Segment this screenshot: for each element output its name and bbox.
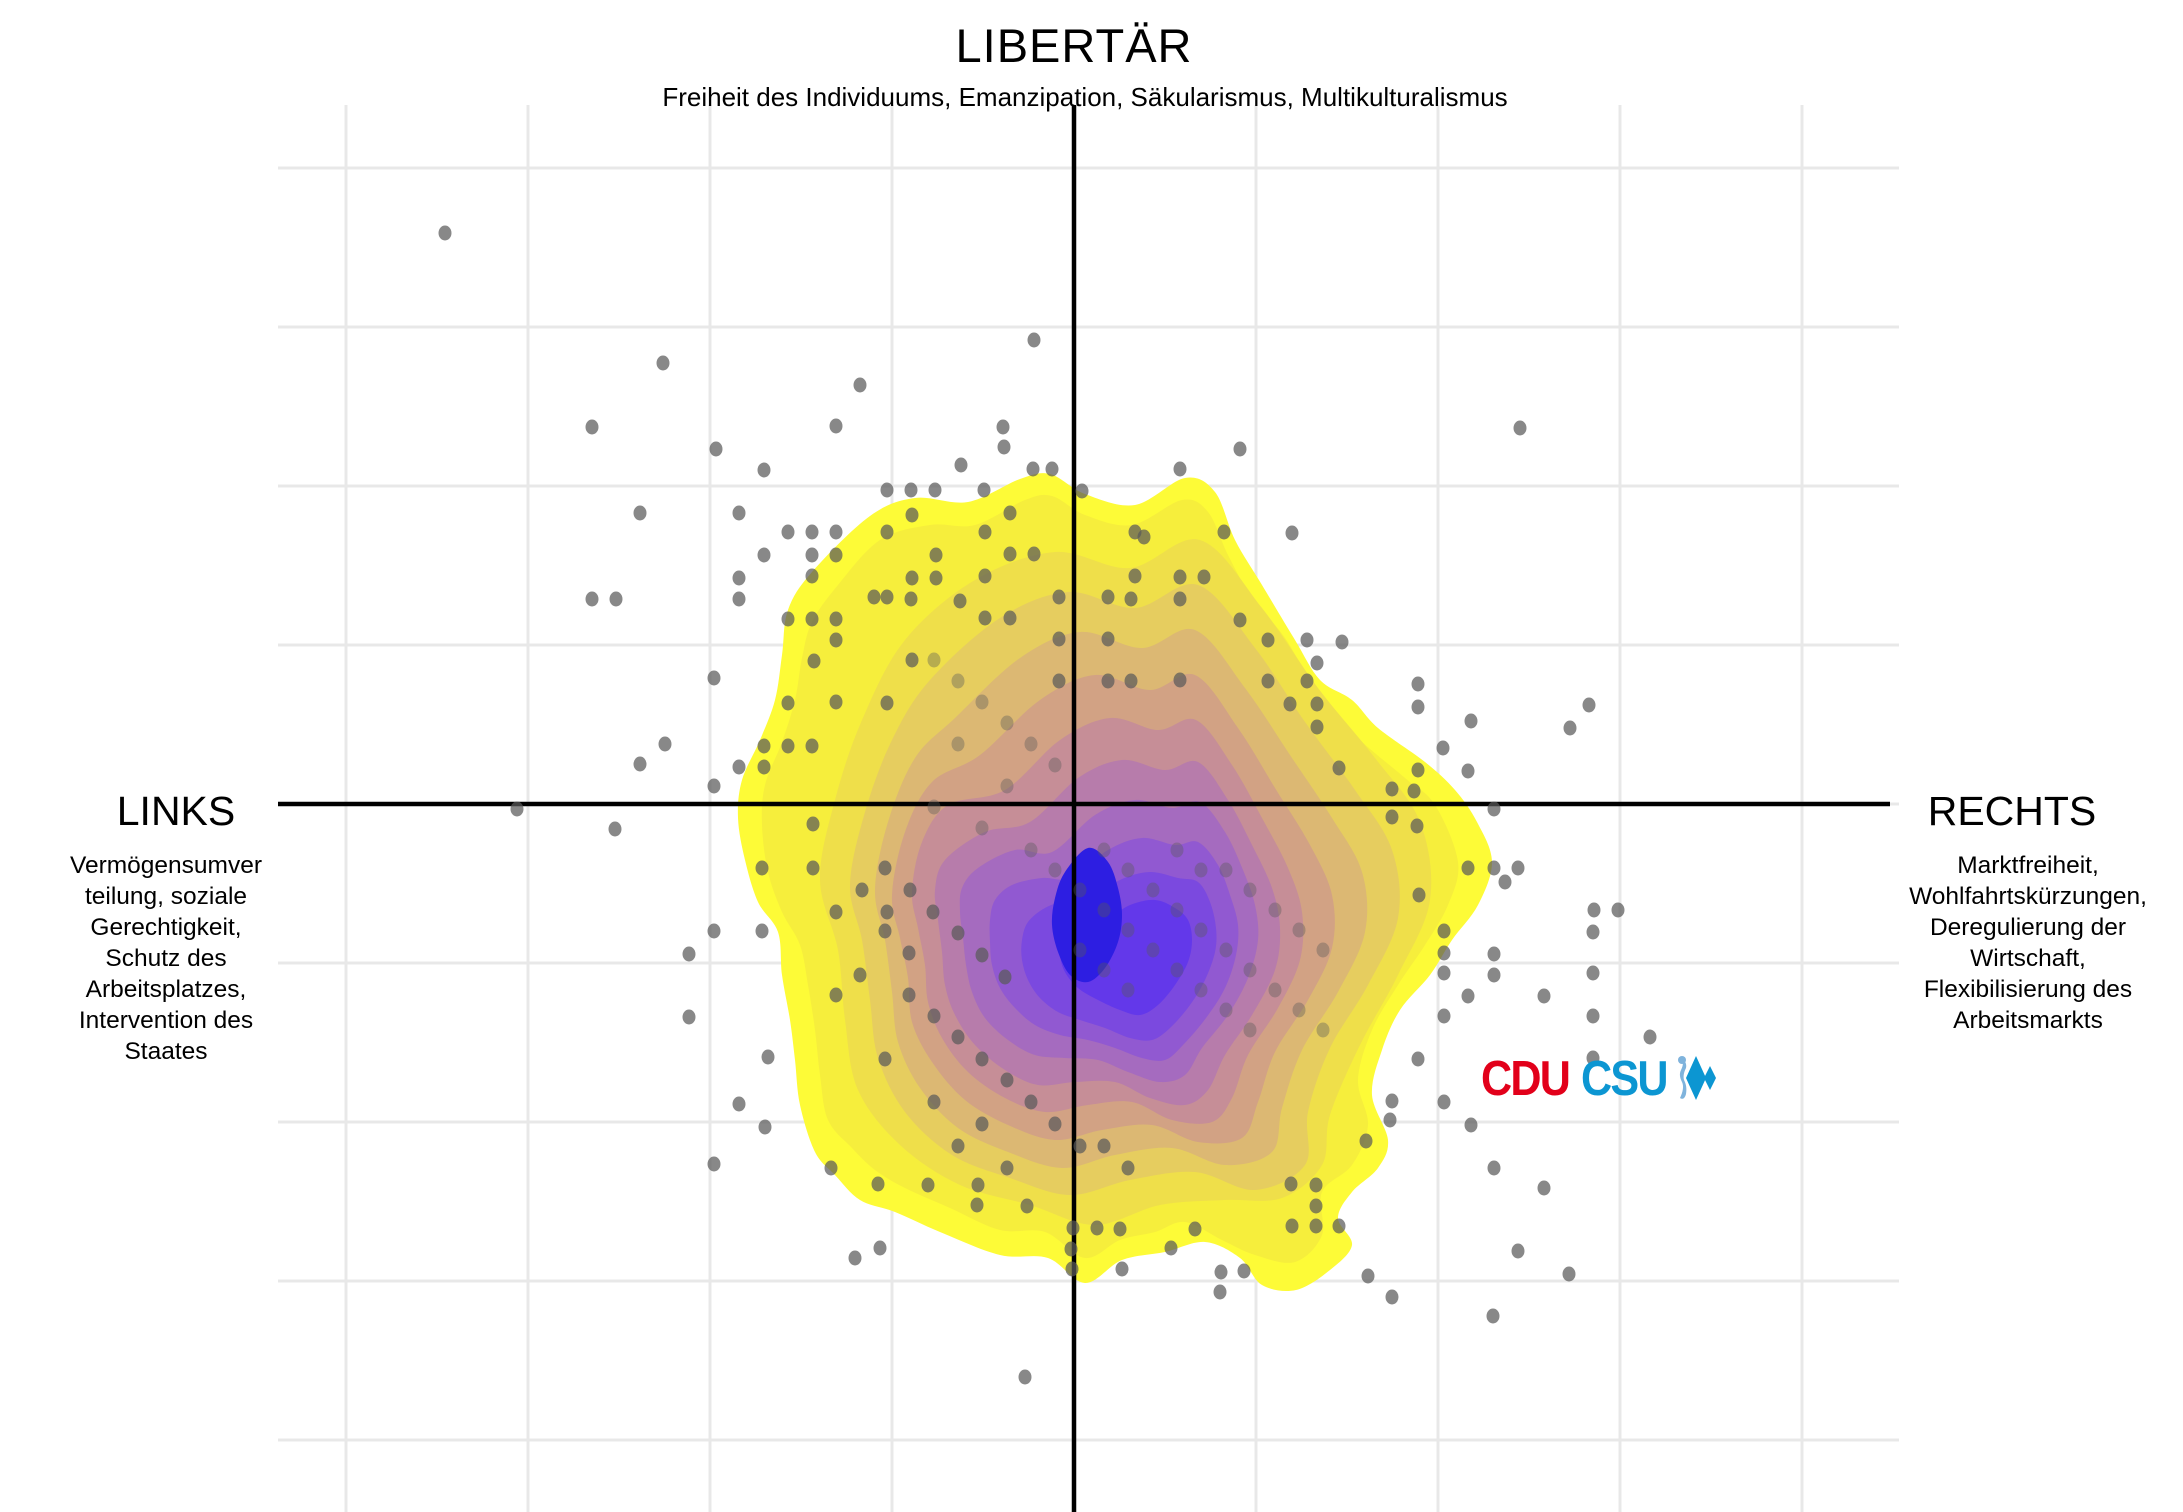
rechts-desc-line: Wirtschaft, — [1970, 945, 2086, 972]
axis-description-links: Vermögensumver teilung, soziale Gerechti… — [16, 850, 316, 1067]
links-desc-line: teilung, soziale — [84, 883, 248, 910]
page-title: LIBERTÄR — [955, 19, 1193, 72]
csu-logo-text: CSU — [1581, 1052, 1669, 1106]
links-desc-line: Gerechtigkeit, — [90, 914, 242, 941]
rechts-desc-line: Deregulierung der — [1929, 914, 2127, 941]
axis-label-links: LINKS — [116, 788, 236, 834]
rechts-desc-line: Wohlfahrtskürzungen, — [1909, 883, 2147, 910]
links-desc-line: Arbeitsplatzes, — [85, 976, 247, 1003]
cdu-logo-text: CDU — [1481, 1052, 1571, 1106]
axis-label-rechts: RECHTS — [1927, 788, 2097, 834]
links-desc-line: Schutz des — [105, 945, 227, 972]
page-subtitle: Freiheit des Individuums, Emanzipation, … — [662, 82, 1508, 112]
rechts-desc-line: Arbeitsmarkts — [1953, 1007, 2103, 1034]
links-desc-line: Staates — [124, 1038, 208, 1065]
links-desc-line: Vermögensumver — [69, 852, 262, 879]
csu-lion-diamond-emblem-icon — [1677, 1056, 1716, 1100]
rechts-desc-line: Flexibilisierung des — [1923, 976, 2133, 1003]
cdu-csu-logo: CDU CSU — [1481, 1050, 1717, 1108]
links-desc-line: Intervention des — [78, 1007, 254, 1034]
rechts-desc-line: Marktfreiheit, — [1957, 852, 2099, 879]
axis-description-rechts: Marktfreiheit, Wohlfahrtskürzungen, Dere… — [1873, 850, 2183, 1036]
